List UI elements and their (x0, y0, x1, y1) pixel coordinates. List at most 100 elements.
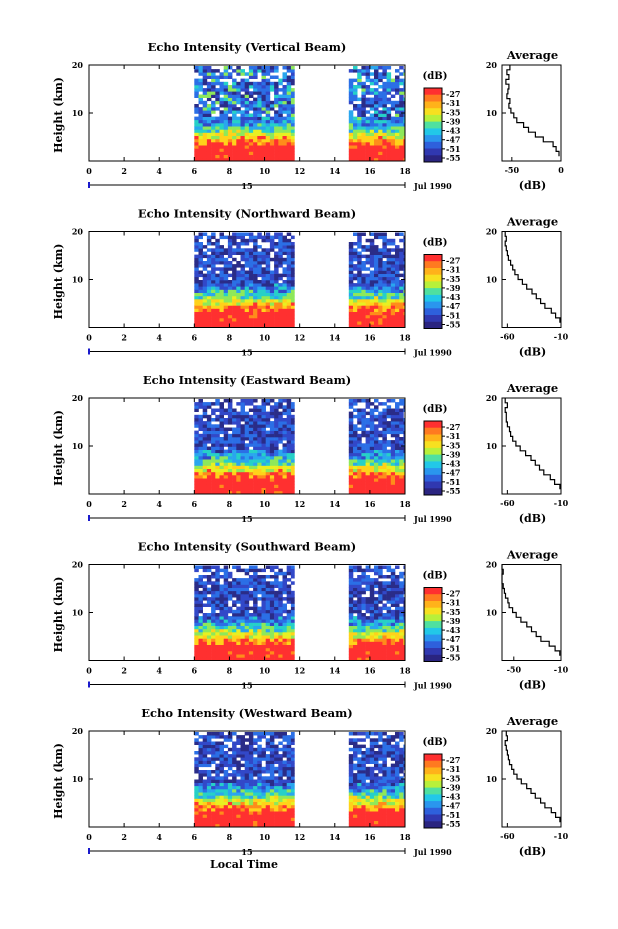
heatmap-cell (274, 594, 279, 598)
heatmap-cell (253, 440, 258, 444)
heatmap-cell (265, 235, 271, 240)
heatmap-cell (232, 242, 237, 246)
heatmap-cell (290, 311, 295, 316)
heatmap-cell (236, 94, 241, 98)
heatmap-cell (390, 254, 396, 259)
heatmap-cell (290, 251, 295, 255)
heatmap-cell (257, 811, 262, 815)
heatmap-cell (357, 78, 362, 83)
heatmap-cell (219, 782, 224, 787)
heatmap-cell (357, 235, 362, 240)
heatmap-cell (194, 763, 199, 768)
heatmap-cell (240, 305, 245, 309)
heatmap-cell (194, 484, 199, 488)
heatmap-cell (403, 145, 406, 149)
heatmap-cell (361, 283, 366, 287)
heatmap-cell (390, 616, 396, 620)
heatmap-cell (202, 110, 208, 114)
heatmap-cell (219, 801, 224, 806)
heatmap-cell (395, 119, 400, 124)
heatmap-cell (390, 264, 396, 268)
heatmap-cell (403, 421, 406, 425)
heatmap-cell (365, 641, 371, 645)
heatmap-cell (215, 399, 220, 403)
heatmap-cell (399, 154, 404, 159)
heatmap-cell (374, 619, 379, 623)
heatmap-cell (232, 760, 237, 764)
heatmap-cell (240, 657, 245, 661)
heatmap-cell (286, 311, 292, 316)
heatmap-cell (286, 587, 292, 592)
colorbar-label: -39 (446, 116, 461, 126)
heatmap-cell (253, 292, 258, 297)
heatmap-cell (248, 804, 254, 809)
heatmap-cell (202, 789, 208, 793)
heatmap-cell (240, 116, 245, 121)
heatmap-cell (274, 616, 279, 620)
heatmap-cell (390, 283, 396, 287)
heatmap-cell (353, 578, 358, 582)
heatmap-cell (395, 292, 400, 297)
heatmap-cell (357, 270, 362, 274)
heatmap-cell (357, 475, 362, 479)
heatmap-cell (244, 321, 250, 325)
heatmap-cell (211, 446, 216, 450)
heatmap-cell (248, 811, 254, 815)
heatmap-cell (374, 299, 379, 303)
heatmap-cell (236, 632, 241, 636)
heatmap-cell (278, 779, 283, 783)
heatmap-cell (374, 484, 379, 488)
heatmap-cell (211, 302, 216, 306)
heatmap-cell (215, 801, 220, 806)
heatmap-cell (211, 324, 216, 328)
heatmap (194, 732, 406, 828)
heatmap-cell (265, 321, 271, 325)
heatmap-cell (215, 804, 220, 809)
heatmap-cell (269, 801, 275, 806)
heatmap-cell (198, 600, 203, 604)
heatmap-cell (290, 273, 295, 278)
heatmap-cell (390, 487, 396, 492)
heatmap-cell (232, 613, 237, 617)
heatmap-cell (223, 286, 229, 290)
heatmap-cell (395, 590, 400, 595)
heatmap-cell (261, 484, 266, 488)
heatmap-cell (274, 760, 279, 764)
heatmap-cell (390, 613, 396, 617)
heatmap-cell (361, 286, 366, 290)
heatmap-cell (286, 292, 292, 297)
average-title: Average (506, 381, 558, 395)
heatmap-cell (198, 72, 203, 76)
heatmap-cell (278, 129, 283, 133)
heatmap-cell (382, 408, 387, 412)
heatmap-cell (357, 452, 362, 457)
heatmap-cell (261, 452, 266, 457)
heatmap-cell (365, 468, 371, 473)
heatmap-cell (236, 590, 241, 595)
heatmap-cell (219, 590, 224, 595)
heatmap-cell (361, 104, 366, 108)
heatmap-cell (382, 129, 387, 133)
heatmap-cell (269, 135, 275, 140)
heatmap-cell (403, 609, 406, 614)
heatmap-cell (240, 490, 245, 495)
heatmap-cell (282, 471, 287, 476)
heatmap-cell (374, 261, 379, 265)
heatmap-cell (403, 289, 406, 293)
heatmap-cell (240, 773, 245, 777)
heatmap-cell (206, 418, 212, 422)
heatmap-cell (215, 119, 220, 124)
heatmap-cell (282, 411, 287, 416)
heatmap-cell (194, 261, 199, 265)
heatmap-cell (395, 142, 400, 146)
heatmap-cell (382, 299, 387, 303)
heatmap-cell (386, 411, 392, 416)
heatmap-cell (286, 238, 292, 243)
heatmap-cell (269, 568, 275, 573)
heatmap-cell (357, 81, 362, 86)
heatmap-cell (386, 126, 392, 130)
heatmap-cell (399, 132, 404, 136)
heatmap-cell (395, 324, 400, 328)
heatmap-cell (382, 283, 387, 287)
heatmap-cell (232, 135, 237, 140)
